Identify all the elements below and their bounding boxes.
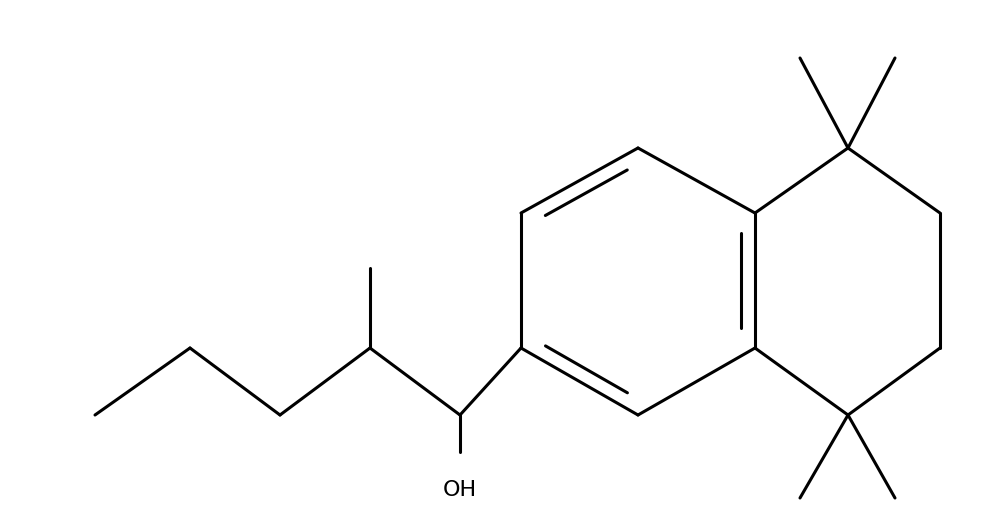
Text: OH: OH xyxy=(443,480,477,500)
